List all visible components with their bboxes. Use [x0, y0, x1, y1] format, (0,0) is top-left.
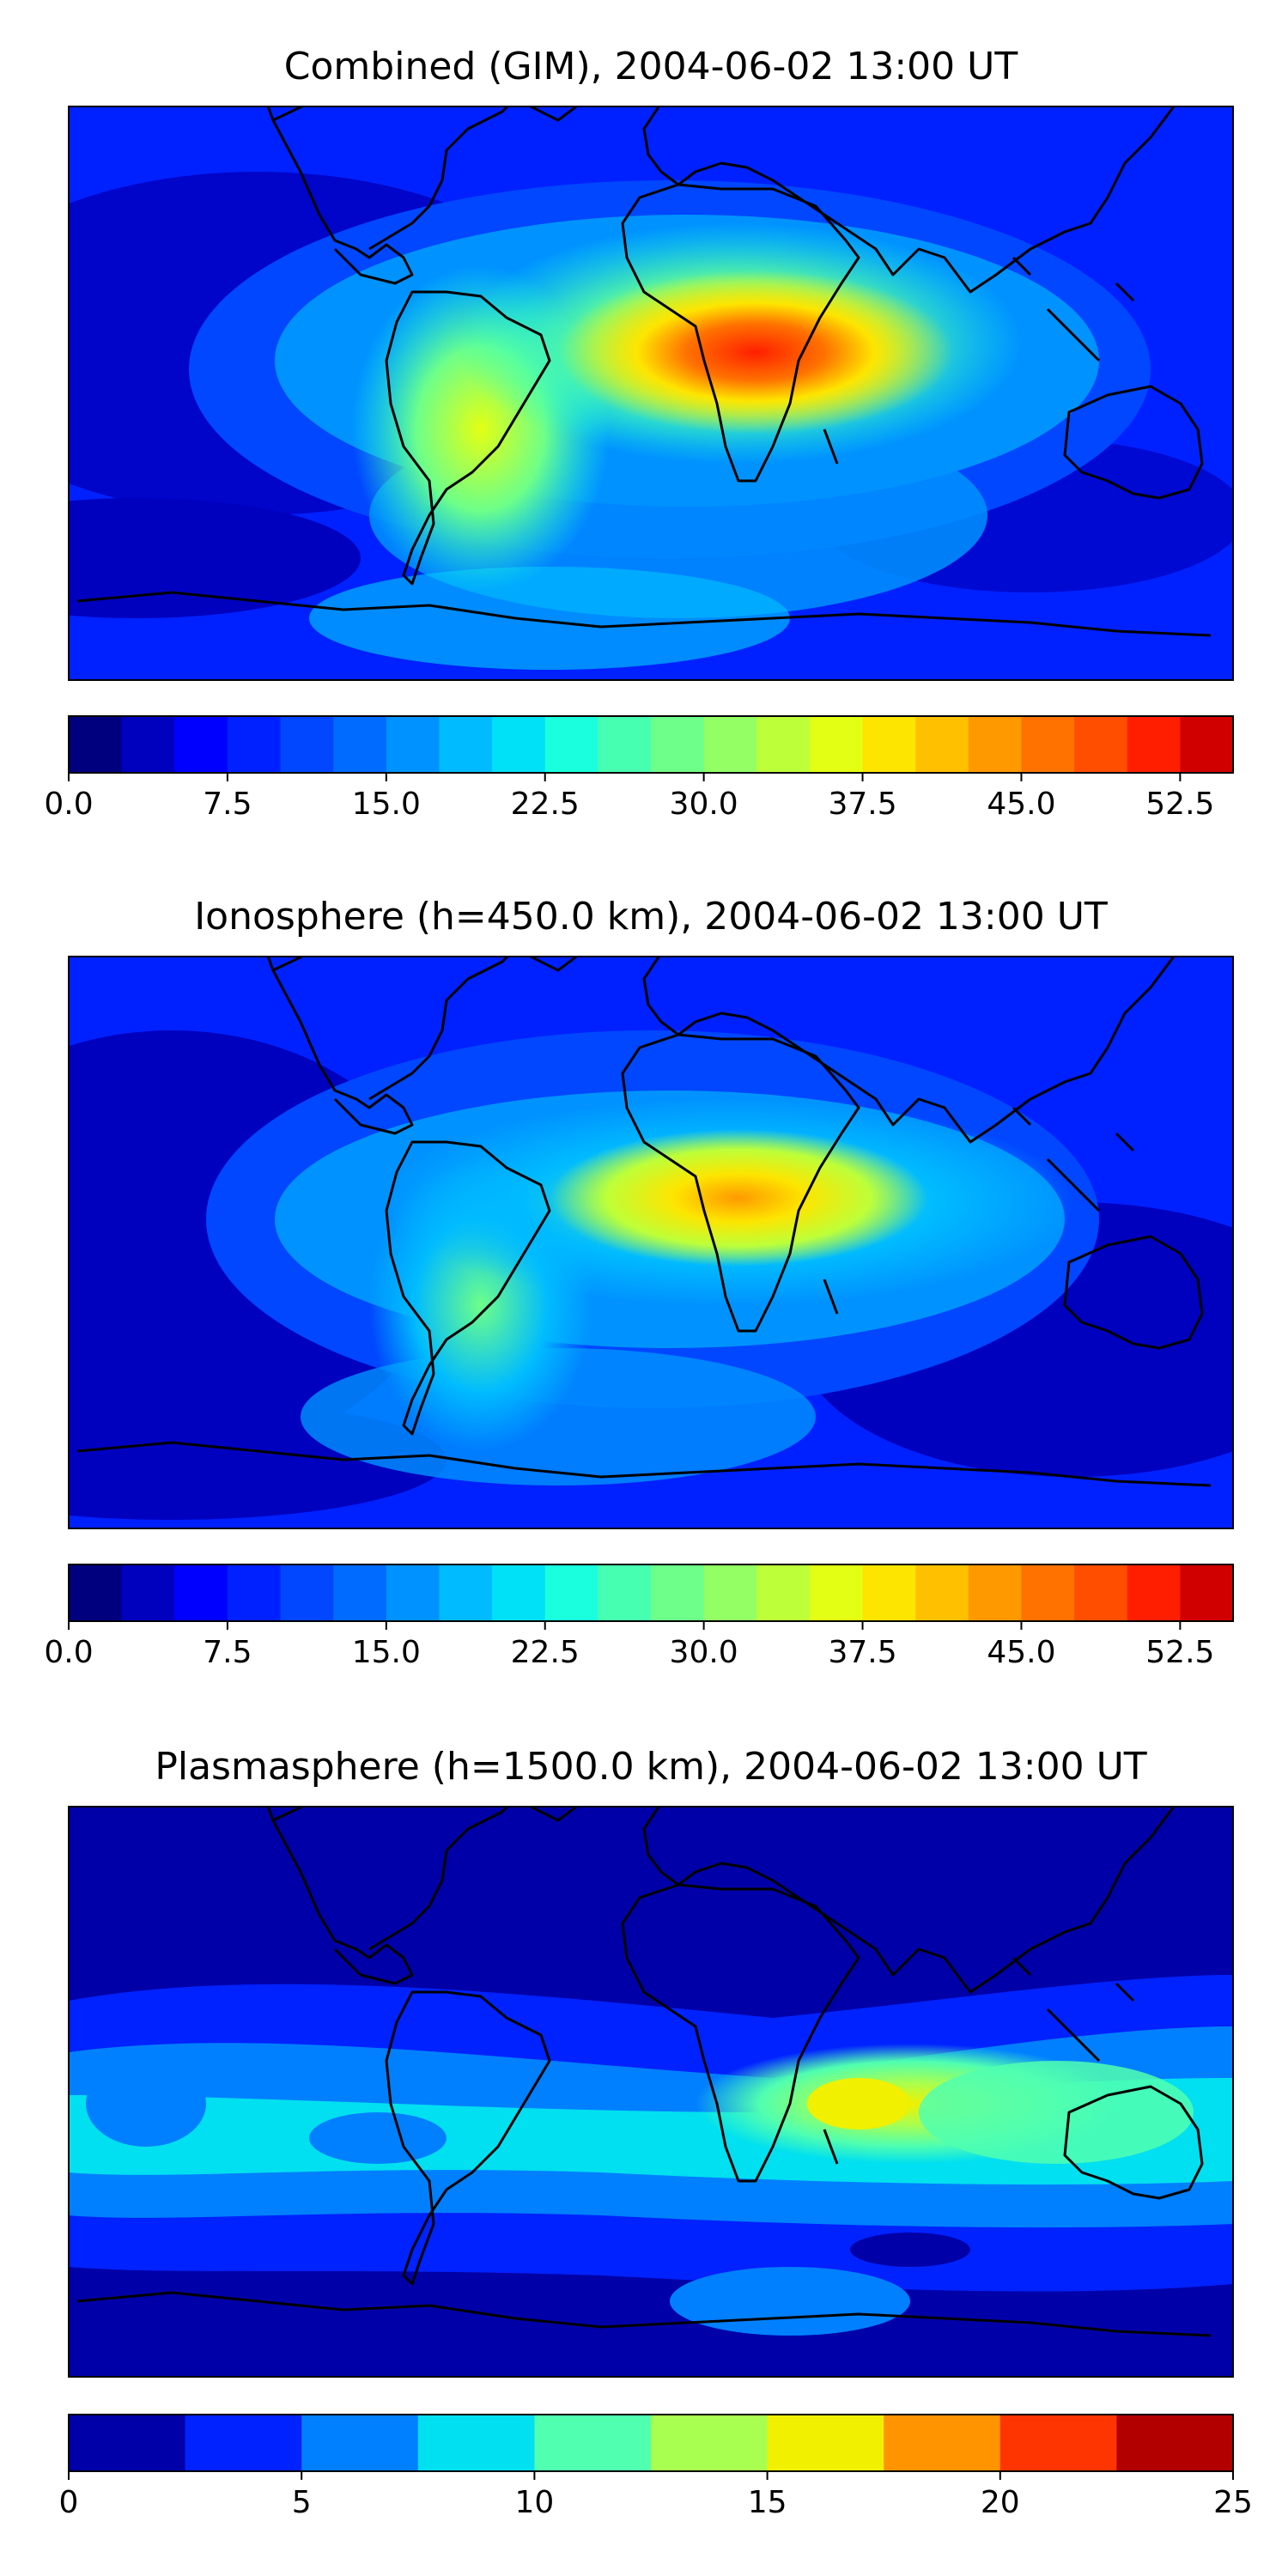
panel-1-title: Combined (GIM), 2004-06-02 13:00 UT [284, 45, 1018, 88]
colorbar-segment [301, 2415, 419, 2471]
colorbar-segment [333, 1564, 387, 1621]
colorbar-segment [1116, 2415, 1234, 2471]
colorbar-tick-label: 15.0 [352, 1635, 421, 1670]
panel-1-frame [68, 106, 1234, 681]
colorbar-segment [756, 1564, 811, 1621]
colorbar-tick-label: 52.5 [1145, 787, 1214, 822]
colorbar-tick-label: 25 [1213, 2485, 1253, 2520]
colorbar-segment [1127, 716, 1181, 773]
colorbar-tick-label: 7.5 [203, 1635, 252, 1670]
colorbar-segment [544, 1564, 598, 1621]
colorbar-segment [333, 716, 387, 773]
colorbar-tick-label: 30.0 [670, 787, 738, 822]
colorbar-segment [1180, 1564, 1234, 1621]
colorbar-segment [884, 2415, 1001, 2471]
panel-2-colorbar: 0.0 7.5 15.0 22.5 30.0 37.5 45.0 52.5 [44, 1564, 1234, 1670]
colorbar-segment [968, 716, 1022, 773]
colorbar-tick-label: 0.0 [44, 787, 93, 822]
colorbar-segment [1074, 1564, 1128, 1621]
colorbar-segment [227, 1564, 282, 1621]
colorbar-segment [1021, 716, 1075, 773]
colorbar-segment [968, 1564, 1022, 1621]
colorbar-tick-label: 37.5 [828, 787, 896, 822]
colorbar-segment [767, 2415, 884, 2471]
colorbar-segment [999, 2415, 1117, 2471]
colorbar-segment [227, 716, 282, 773]
colorbar-tick-label: 5 [292, 2485, 312, 2520]
colorbar-segment [1127, 1564, 1181, 1621]
panel-2-title: Ionosphere (h=450.0 km), 2004-06-02 13:0… [194, 895, 1108, 939]
colorbar-tick-label: 7.5 [203, 787, 252, 822]
colorbar-segment [69, 1564, 123, 1621]
colorbar-tick-label: 10 [514, 2485, 554, 2520]
panel-3-title: Plasmasphere (h=1500.0 km), 2004-06-02 1… [155, 1745, 1146, 1789]
colorbar-segment [121, 716, 175, 773]
panel-1-colorbar: 0.0 7.5 15.0 22.5 30.0 37.5 45.0 52.5 [44, 715, 1234, 822]
colorbar-segment [703, 716, 757, 773]
colorbar-tick-label: 0 [59, 2485, 79, 2520]
panel-3-map [69, 1807, 1233, 2377]
colorbar-segment [862, 1564, 916, 1621]
colorbar-segment [439, 1564, 493, 1621]
panel-2-frame [68, 956, 1234, 1529]
colorbar-segment [862, 716, 916, 773]
colorbar-segment [417, 2415, 535, 2471]
colorbar-segment [598, 1564, 652, 1621]
colorbar-tick-label: 30.0 [670, 1635, 738, 1670]
colorbar-segment [174, 1564, 228, 1621]
colorbar-segment [756, 716, 811, 773]
colorbar-frame [68, 1564, 1234, 1622]
colorbar-tick-label: 37.5 [828, 1635, 896, 1670]
colorbar-tick-label: 0.0 [44, 1635, 93, 1670]
panel-3-colorbar: 0 5 10 15 20 25 [59, 2414, 1253, 2520]
panel-1-map [69, 106, 1233, 680]
colorbar-segment [280, 716, 334, 773]
colorbar-segment [69, 2415, 186, 2471]
colorbar-tick-label: 20 [981, 2485, 1020, 2520]
panel-3-frame [68, 1806, 1234, 2378]
colorbar-segment [69, 716, 123, 773]
colorbar-segment [651, 2415, 769, 2471]
colorbar-segment [1180, 716, 1234, 773]
colorbar-frame [68, 2414, 1234, 2472]
colorbar-segment [915, 1564, 969, 1621]
colorbar-tick-label: 15 [748, 2485, 787, 2520]
colorbar-tick-label: 45.0 [987, 1635, 1055, 1670]
colorbar-segment [280, 1564, 334, 1621]
colorbar-segment [386, 716, 440, 773]
colorbar-segment [185, 2415, 302, 2471]
colorbar-segment [809, 716, 864, 773]
colorbar-segment [703, 1564, 757, 1621]
colorbar-frame [68, 715, 1234, 774]
colorbar-segment [1021, 1564, 1075, 1621]
panel-2-map [69, 957, 1233, 1528]
colorbar-tick-label: 52.5 [1145, 1635, 1214, 1670]
colorbar-segment [439, 716, 493, 773]
colorbar-segment [534, 2415, 652, 2471]
colorbar-segment [1074, 716, 1128, 773]
colorbar-segment [544, 716, 598, 773]
colorbar-segment [651, 1564, 705, 1621]
colorbar-segment [598, 716, 652, 773]
colorbar-segment [809, 1564, 864, 1621]
colorbar-segment [386, 1564, 440, 1621]
colorbar-segment [492, 1564, 546, 1621]
colorbar-segment [121, 1564, 175, 1621]
colorbar-segment [651, 716, 705, 773]
colorbar-segment [915, 716, 969, 773]
colorbar-segment [492, 716, 546, 773]
colorbar-segment [174, 716, 228, 773]
colorbar-tick-label: 45.0 [987, 787, 1055, 822]
colorbar-tick-label: 22.5 [511, 787, 580, 822]
colorbar-tick-label: 15.0 [352, 787, 421, 822]
colorbar-tick-label: 22.5 [511, 1635, 580, 1670]
